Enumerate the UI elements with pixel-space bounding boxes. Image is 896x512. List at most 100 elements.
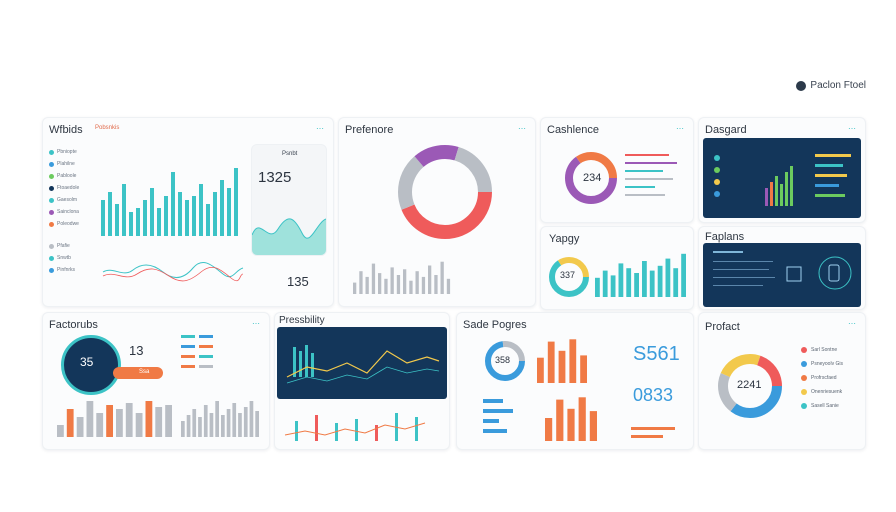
panel-title: Yapgy <box>549 233 580 245</box>
donut-chart <box>485 341 525 381</box>
bar <box>171 172 175 236</box>
legend-swatch <box>199 364 213 368</box>
bar <box>353 282 357 294</box>
legend-dot <box>801 361 807 367</box>
bar <box>155 407 163 437</box>
bar <box>569 339 577 383</box>
sidebar-item[interactable]: Gaesolm <box>49 194 93 206</box>
sidebar-item[interactable]: Plahilne <box>49 158 93 170</box>
bar <box>558 350 566 383</box>
legend-label: Sarl Sontne <box>811 347 838 353</box>
bar <box>440 261 444 294</box>
kpi-value: 13 <box>129 343 144 358</box>
bar <box>206 204 210 236</box>
legend-row <box>181 351 213 361</box>
sidebar-item[interactable]: Pbniopte <box>49 146 93 158</box>
sidebar-item-icon <box>49 267 54 273</box>
bar <box>150 188 154 236</box>
kpi-tile-label: Psnbt <box>282 151 298 157</box>
pill[interactable]: Ssa <box>113 367 163 379</box>
bar <box>649 270 655 297</box>
bar <box>657 265 663 297</box>
sidebar-item[interactable]: Ftoaedole <box>49 182 93 194</box>
bar <box>556 399 564 441</box>
sidebar-item[interactable]: Poleodwe <box>49 218 93 230</box>
user-chip-label: Paclon Ftoel <box>810 80 866 91</box>
bar <box>618 263 624 297</box>
sidebar-item-label: Plahilne <box>57 161 75 167</box>
bar <box>203 405 208 437</box>
small-kpi-value: 135 <box>287 274 309 289</box>
bar <box>108 192 112 236</box>
user-chip[interactable]: Paclon Ftoel <box>796 80 866 91</box>
kpi-tile: Psnbt 1325 <box>251 144 327 256</box>
dashboard-preview <box>277 327 447 399</box>
legend-item: Psneyoolv Gis <box>801 357 843 371</box>
sidebar-item[interactable]: Pfafie <box>49 240 93 252</box>
dashboard-preview <box>703 243 861 307</box>
bar <box>634 273 639 297</box>
bar <box>129 212 133 236</box>
sidebar-item[interactable]: Sainclona <box>49 206 93 218</box>
legend-item: Onenriesuenk <box>801 385 843 399</box>
donut-chart <box>565 152 617 204</box>
legend-label: Psneyoolv Gis <box>811 361 843 367</box>
bar <box>595 277 600 297</box>
sidebar-item[interactable]: Snwtb <box>49 252 93 264</box>
sidebar-item-icon <box>49 197 54 203</box>
panel-pressbility: Pressbility <box>274 312 450 450</box>
user-icon <box>796 80 807 91</box>
menu-icon[interactable]: ⋯ <box>518 124 527 133</box>
bar <box>673 268 679 297</box>
sidebar-item-icon <box>49 185 54 191</box>
bar <box>115 204 119 236</box>
menu-icon[interactable]: ⋯ <box>252 319 261 328</box>
bar <box>580 355 587 383</box>
donut-chart <box>718 354 782 418</box>
sidebar-item-label: Gaesolm <box>57 197 78 203</box>
bar <box>428 265 432 294</box>
bar <box>209 413 214 437</box>
sidebar-item[interactable]: Pabloole <box>49 170 93 182</box>
sidebar-item-label: Poleodwe <box>57 221 79 227</box>
menu-icon[interactable]: ⋯ <box>848 124 857 133</box>
legend-row <box>181 341 213 351</box>
bar <box>198 417 202 437</box>
menu-icon[interactable]: ⋯ <box>676 124 685 133</box>
sidebar-item[interactable]: Pinfnrks <box>49 264 93 276</box>
bar <box>136 208 140 236</box>
legend-dot <box>801 403 807 409</box>
sidebar-item-label: Pfafie <box>57 243 70 249</box>
sidebar-item-label: Ftoaedole <box>57 185 80 191</box>
menu-icon[interactable]: ⋯ <box>848 319 857 328</box>
bar <box>409 280 413 294</box>
bar <box>589 411 597 441</box>
panel-preference: Prefenore ⋯ <box>338 117 536 307</box>
bar <box>545 418 553 441</box>
sidebar-item-label: Pbniopte <box>57 149 77 155</box>
bar <box>157 208 161 236</box>
legend-label: Profrscfaed <box>811 375 837 381</box>
sidebar-item-icon <box>49 255 54 261</box>
kpi-tile-value: 1325 <box>258 169 292 186</box>
bar <box>365 276 369 294</box>
legend-item: Profrscfaed <box>801 371 843 385</box>
bar <box>421 276 426 294</box>
bar <box>384 278 388 294</box>
panel-subtitle: Pobsnkis <box>95 125 120 131</box>
area-chart <box>252 218 326 255</box>
bar <box>234 168 238 236</box>
legend-label: Sasell Sanie <box>811 403 839 409</box>
bar <box>227 188 231 236</box>
panel-title: Profact <box>705 321 740 333</box>
kpi-donut <box>61 335 121 395</box>
bar <box>434 275 438 294</box>
donut-center-value: 35 <box>80 355 94 369</box>
bar-chart <box>353 261 451 294</box>
bar <box>403 269 407 294</box>
legend-dot <box>801 389 807 395</box>
bar <box>116 409 123 437</box>
menu-icon[interactable]: ⋯ <box>316 124 325 133</box>
bar <box>602 270 608 297</box>
line-chart <box>286 345 440 384</box>
